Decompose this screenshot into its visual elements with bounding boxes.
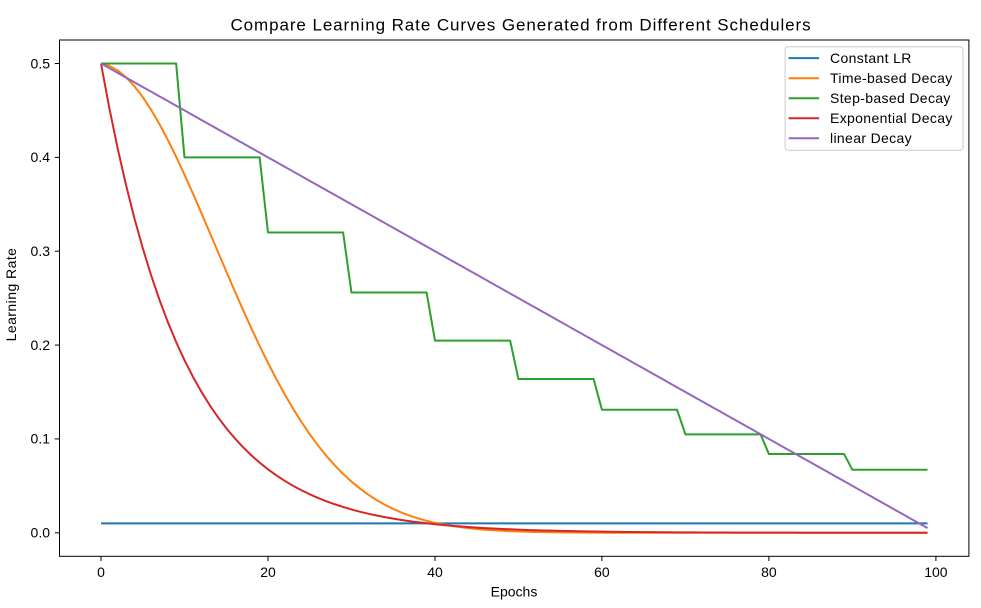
svg-text:Compare Learning Rate Curves G: Compare Learning Rate Curves Generated f… [230, 16, 811, 35]
svg-text:0.5: 0.5 [31, 55, 51, 71]
svg-text:0.0: 0.0 [31, 525, 51, 541]
svg-text:0.2: 0.2 [31, 337, 51, 353]
svg-text:0.3: 0.3 [31, 243, 51, 259]
svg-text:60: 60 [594, 564, 610, 580]
svg-text:40: 40 [427, 564, 443, 580]
svg-text:Time-based Decay: Time-based Decay [830, 70, 953, 86]
svg-text:20: 20 [260, 564, 276, 580]
svg-text:Epochs: Epochs [491, 584, 538, 600]
svg-text:0: 0 [97, 564, 105, 580]
svg-text:0.1: 0.1 [31, 431, 51, 447]
svg-text:Step-based Decay: Step-based Decay [830, 90, 951, 106]
svg-text:0.4: 0.4 [31, 149, 51, 165]
svg-text:linear Decay: linear Decay [830, 130, 912, 146]
svg-text:Constant LR: Constant LR [830, 50, 912, 66]
svg-text:80: 80 [761, 564, 777, 580]
svg-text:100: 100 [924, 564, 948, 580]
svg-text:Exponential Decay: Exponential Decay [830, 110, 953, 126]
svg-text:Learning Rate: Learning Rate [3, 248, 19, 342]
